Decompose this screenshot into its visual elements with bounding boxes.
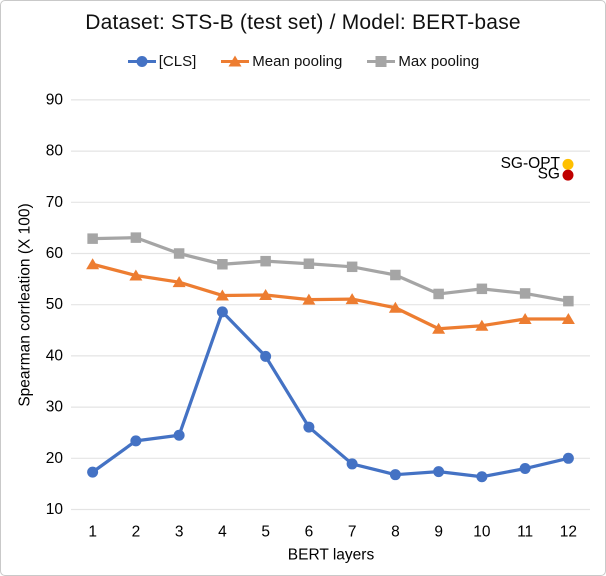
line-square-marker-icon xyxy=(367,56,396,67)
data-point xyxy=(475,319,489,331)
x-tick-label: 12 xyxy=(560,524,577,541)
data-point xyxy=(562,452,574,464)
data-point xyxy=(433,288,444,300)
x-tick-label: 10 xyxy=(473,524,491,541)
data-point xyxy=(216,306,228,318)
legend-square-marker xyxy=(375,56,387,67)
data-point xyxy=(259,288,273,300)
data-point xyxy=(87,466,99,478)
data-point xyxy=(518,313,532,325)
legend-triangle-marker xyxy=(228,55,242,67)
data-point xyxy=(303,258,315,269)
y-tick-label: 50 xyxy=(46,296,64,313)
data-point xyxy=(173,429,185,441)
data-point xyxy=(217,259,228,270)
data-point xyxy=(519,463,531,475)
annotation-sg-opt-dot xyxy=(562,158,574,170)
y-tick-label: 60 xyxy=(46,245,64,262)
series-line-0 xyxy=(91,310,570,479)
data-point xyxy=(345,293,359,305)
series-line-2 xyxy=(91,236,570,303)
x-tick-label: 9 xyxy=(434,524,443,541)
series-group xyxy=(86,232,575,483)
x-tick-label: 7 xyxy=(348,524,357,541)
data-point xyxy=(561,313,575,325)
data-point xyxy=(303,421,315,433)
data-point xyxy=(215,289,229,301)
gridlines xyxy=(71,99,590,511)
data-point xyxy=(346,261,358,273)
y-tick-label: 90 xyxy=(46,91,64,108)
line-triangle-marker-icon xyxy=(221,55,250,67)
legend-label-max-pooling: Max pooling xyxy=(398,53,480,70)
x-tick-label: 8 xyxy=(391,524,400,541)
annotation-sg-opt: SG-OPT xyxy=(501,155,574,172)
legend-item-cls: [CLS] xyxy=(127,53,197,70)
x-axis-label: BERT layers xyxy=(288,547,375,564)
data-point xyxy=(563,295,574,307)
y-tick-label: 20 xyxy=(46,450,64,467)
y-tick-label: 70 xyxy=(46,194,64,211)
data-point xyxy=(476,471,488,483)
chart-legend: [CLS] Mean pooling Max pooling xyxy=(1,53,605,70)
series-line-1 xyxy=(91,262,570,331)
data-point xyxy=(476,283,488,295)
data-point xyxy=(519,288,531,299)
data-point xyxy=(433,466,445,478)
y-tick-label: 30 xyxy=(46,399,64,416)
annotation-sg-dot xyxy=(562,169,574,181)
data-point xyxy=(302,293,316,305)
chart-title: Dataset: STS-B (test set) / Model: BERT-… xyxy=(85,11,521,34)
data-point xyxy=(129,269,143,281)
data-point xyxy=(260,255,271,267)
x-tick-label: 1 xyxy=(88,524,97,541)
y-axis-label: Spearman corrleation (X 100) xyxy=(17,203,34,406)
data-point xyxy=(389,469,401,481)
x-tick-label: 4 xyxy=(218,524,227,541)
y-tick-label: 40 xyxy=(46,347,64,364)
x-tick-label: 3 xyxy=(175,524,184,541)
legend-item-max-pooling: Max pooling xyxy=(366,53,479,70)
annotation-sg-opt-label: SG-OPT xyxy=(501,155,561,172)
y-axis-tick-labels: 10 20 30 40 50 60 70 80 90 xyxy=(46,91,64,518)
x-tick-label: 5 xyxy=(261,524,270,541)
x-tick-label: 11 xyxy=(517,524,533,541)
data-point xyxy=(346,458,358,470)
y-tick-label: 80 xyxy=(46,143,64,160)
data-point xyxy=(130,232,142,243)
x-axis-tick-labels: 1 2 3 4 5 6 7 8 9 10 11 12 xyxy=(88,524,577,541)
legend-circle-marker xyxy=(136,56,148,67)
legend-label-cls: [CLS] xyxy=(158,53,197,70)
data-point xyxy=(432,322,446,334)
data-point xyxy=(390,269,401,281)
x-tick-label: 2 xyxy=(132,524,141,541)
data-point xyxy=(87,233,98,244)
data-point xyxy=(172,276,186,288)
legend-label-mean-pooling: Mean pooling xyxy=(252,53,343,70)
annotation-sg: SG xyxy=(538,166,574,183)
data-point xyxy=(86,258,100,270)
legend-item-mean-pooling: Mean pooling xyxy=(220,53,342,70)
x-tick-label: 6 xyxy=(305,524,314,541)
y-tick-label: 10 xyxy=(46,501,64,518)
data-point xyxy=(130,435,142,447)
line-circle-marker-icon xyxy=(127,56,156,67)
data-point xyxy=(388,301,402,313)
data-point xyxy=(260,350,272,362)
annotation-sg-label: SG xyxy=(538,166,560,183)
data-point xyxy=(173,248,185,259)
